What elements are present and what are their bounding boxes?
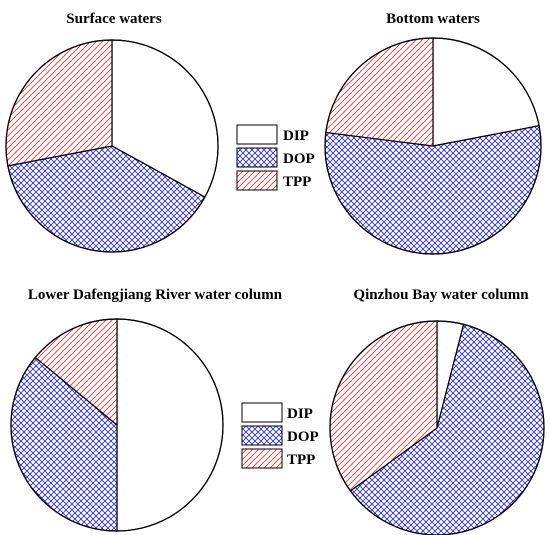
chart-title-qinzhou: Qinzhou Bay water column (353, 287, 529, 303)
legend-bottom-swatch-dop (241, 425, 283, 446)
pie-surface-waters (5, 39, 219, 253)
pie-outline (329, 320, 545, 535)
legend-top-swatch-dop (236, 147, 278, 168)
pie-outline (10, 318, 224, 532)
pie-outline (324, 37, 542, 255)
legend-bottom-label-dop: DOP (287, 429, 319, 445)
legend-top: DIP DOP TPP (236, 124, 315, 191)
legend-bottom-label-tpp: TPP (287, 452, 315, 468)
pie-qinzhou-bay (329, 320, 545, 535)
chart-title-dafengjiang: Lower Dafengjiang River water column (28, 287, 283, 303)
pie-slice-dip (116, 318, 224, 532)
legend-bottom-swatch-dip (241, 402, 283, 423)
legend-top-label-tpp: TPP (283, 174, 311, 190)
legend-top-swatch-dip (236, 124, 278, 145)
legend-bottom: DIP DOP TPP (241, 402, 319, 469)
legend-top-label-dip: DIP (283, 128, 309, 144)
chart-title-surface: Surface waters (66, 11, 162, 27)
pie-slice-tpp (5, 39, 113, 167)
chart-title-bottom: Bottom waters (386, 11, 480, 27)
pie-dafengjiang-river (10, 318, 224, 532)
pie-slice-tpp (325, 37, 434, 147)
pie-outline (5, 39, 219, 253)
legend-bottom-label-dip: DIP (287, 406, 313, 422)
legend-top-label-dop: DOP (283, 151, 315, 167)
pie-bottom-waters (324, 37, 542, 255)
legend-bottom-swatch-tpp (241, 448, 283, 469)
legend-top-swatch-tpp (236, 170, 278, 191)
